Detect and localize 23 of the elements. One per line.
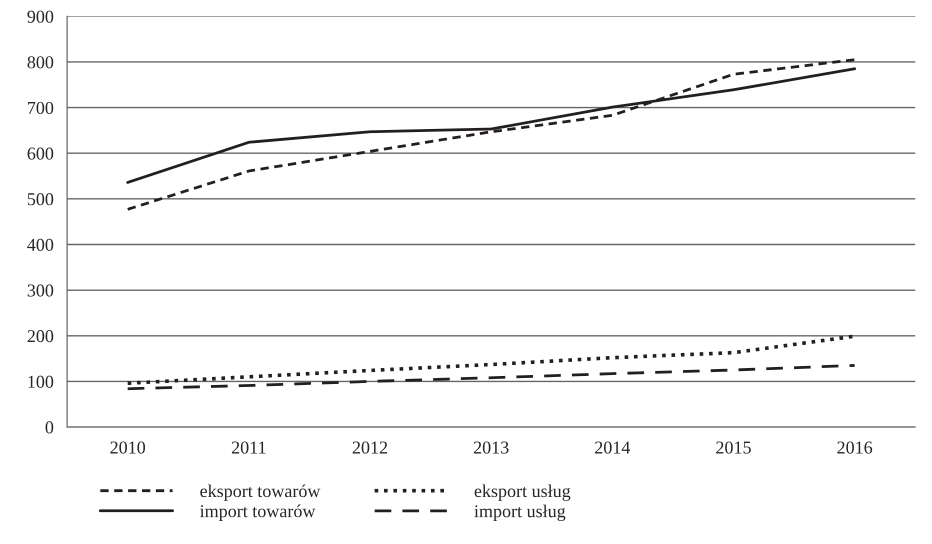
y-tick-label: 200 [28, 330, 54, 342]
x-tick-label: 2010 [110, 441, 146, 454]
y-tick-label: 300 [28, 284, 54, 297]
y-tick-label: 800 [28, 56, 54, 68]
line-series [126, 58, 856, 211]
y-tick-label: 600 [28, 147, 54, 160]
x-tick-label: 2015 [716, 441, 751, 454]
legend-label: import usług [474, 504, 566, 522]
x-tick-label: 2016 [837, 441, 872, 454]
y-tick-label: 700 [28, 102, 54, 114]
line-series [126, 364, 856, 390]
x-tick-label: 2012 [352, 441, 388, 454]
y-tick-label: 400 [27, 238, 54, 251]
x-tick-label: 2011 [232, 441, 266, 454]
y-tick-label: 100 [28, 376, 54, 388]
x-tick-label: 2014 [595, 441, 630, 454]
x-tick-label: 2013 [474, 441, 509, 454]
y-tick-label: 900 [27, 10, 54, 23]
y-tick-label: 500 [28, 193, 54, 206]
y-tick-label: 0 [46, 421, 54, 434]
legend-label: eksport usług [474, 484, 570, 501]
legend-label: eksport towarów [200, 484, 320, 501]
legend-label: import towarów [200, 504, 316, 521]
